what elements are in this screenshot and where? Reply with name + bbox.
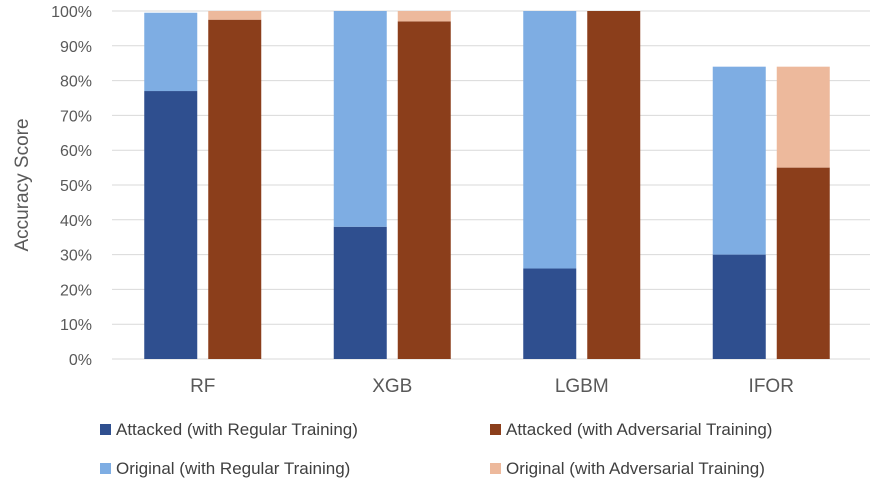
x-category-label: RF [190, 376, 215, 397]
legend-swatch [490, 463, 501, 474]
y-tick-label: 50% [60, 178, 92, 195]
bar-lgbm-attacked-with-adversarial-training [587, 11, 641, 359]
bar-xgb-attacked-with-adversarial-training [397, 21, 451, 359]
bar-ifor-attacked-with-regular-training [712, 254, 766, 359]
legend-swatch [100, 424, 111, 435]
bars [144, 11, 830, 359]
y-tick-label: 40% [60, 213, 92, 230]
y-tick-label: 100% [51, 4, 92, 21]
legend-swatch [490, 424, 501, 435]
bar-ifor-original-with-adversarial-training [776, 66, 830, 168]
bar-rf-attacked-with-adversarial-training [208, 19, 262, 359]
bar-lgbm-attacked-with-regular-training [523, 268, 577, 359]
x-category-label: IFOR [749, 376, 794, 397]
bar-xgb-attacked-with-regular-training [333, 226, 387, 359]
legend: Attacked (with Regular Training) Attacked… [100, 420, 772, 478]
bar-ifor-attacked-with-adversarial-training [776, 167, 830, 359]
x-category-label: XGB [372, 376, 412, 397]
bar-ifor-original-with-regular-training [712, 66, 766, 255]
y-tick-label: 0% [69, 352, 92, 369]
bar-rf-original-with-adversarial-training [208, 11, 262, 20]
y-tick-label: 30% [60, 248, 92, 265]
x-axis-categories: RF XGB LGBM IFOR [190, 376, 794, 397]
bar-rf-original-with-regular-training [144, 12, 198, 92]
y-tick-label: 70% [60, 108, 92, 125]
y-axis-ticks: 0% 10% 20% 30% 40% 50% 60% 70% 80% 90% 100% [51, 4, 92, 369]
bar-xgb-original-with-adversarial-training [397, 11, 451, 22]
bar-xgb-original-with-regular-training [333, 11, 387, 227]
bar-rf-attacked-with-regular-training [144, 91, 198, 359]
legend-label: Attacked (with Adversarial Training) [506, 420, 772, 439]
y-axis-title: Accuracy Score [12, 118, 33, 251]
y-tick-label: 60% [60, 143, 92, 160]
y-tick-label: 20% [60, 282, 92, 299]
y-tick-label: 10% [60, 317, 92, 334]
bar-lgbm-original-with-regular-training [523, 11, 577, 269]
x-category-label: LGBM [555, 376, 609, 397]
y-tick-label: 90% [60, 39, 92, 56]
legend-label: Original (with Adversarial Training) [506, 459, 765, 478]
y-tick-label: 80% [60, 74, 92, 91]
legend-label: Attacked (with Regular Training) [116, 420, 358, 439]
legend-swatch [100, 463, 111, 474]
legend-label: Original (with Regular Training) [116, 459, 350, 478]
